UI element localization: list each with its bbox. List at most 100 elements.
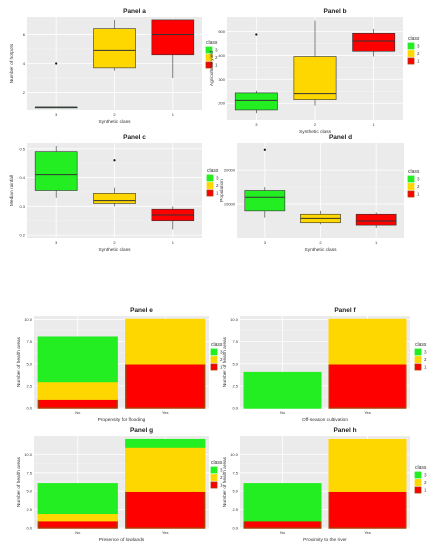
x-axis-label: Off-season cultivation [302, 417, 348, 423]
box-1 [355, 212, 397, 228]
legend-label-1: 1 [417, 59, 420, 64]
y-tick-label: 20000 [224, 168, 236, 173]
legend-label-3: 3 [417, 44, 420, 49]
legend-label-2: 2 [424, 480, 427, 485]
y-tick-label: 7.5 [26, 339, 32, 344]
y-tick-label: 0.2 [19, 233, 25, 238]
x-tick-label: 2 [314, 122, 317, 127]
x-tick-label: 3 [55, 112, 58, 117]
bar-Yes-class-1 [328, 363, 407, 409]
box-body [234, 92, 278, 111]
box-2 [93, 19, 136, 71]
x-tick-label: No [280, 530, 286, 535]
y-tick-label: 2.5 [26, 383, 32, 388]
x-tick-label: 3 [255, 122, 258, 127]
y-tick-label: 400 [218, 53, 225, 58]
legend-label-1: 1 [216, 191, 219, 196]
box-1 [151, 206, 195, 230]
x-tick-label: 3 [55, 240, 58, 245]
legend-label-2: 2 [220, 357, 223, 362]
bar-No-class-3 [243, 371, 322, 409]
bar-No-class-3 [243, 483, 322, 522]
legend-key-2 [407, 50, 415, 57]
legend-key-3 [210, 466, 218, 474]
outlier-point [255, 33, 258, 36]
bar-Yes-class-3 [125, 438, 206, 448]
bar-No-class-1 [37, 519, 118, 529]
x-tick-label: Yes [162, 410, 169, 415]
y-tick-label: 5.0 [26, 361, 32, 366]
x-tick-label: No [75, 410, 81, 415]
legend-key-3 [210, 348, 218, 356]
x-tick-label: 1 [373, 122, 376, 127]
panel-2: 200 300 400 500 3 2 1 Panel b Synthetic class Agr… [209, 8, 420, 135]
y-tick-label: 500 [218, 29, 225, 34]
y-tick-label: 5.0 [232, 489, 238, 494]
legend: class 3 2 1 [210, 342, 223, 371]
y-axis-label: Number of hotpots [9, 43, 15, 83]
legend-label-2: 2 [216, 183, 219, 188]
legend-key-2 [205, 54, 213, 61]
legend-key-3 [206, 174, 214, 182]
panel-7: 0.0 2.5 5.0 7.5 10.0 No Yes Panel g Presence of … [16, 427, 223, 543]
x-axis-label: Proximity to the river [303, 537, 347, 543]
y-axis-label: Number of health areas [16, 456, 22, 507]
legend-title: class [206, 40, 218, 46]
x-tick-label: No [75, 530, 81, 535]
box-body [93, 193, 136, 204]
y-tick-label: 2.5 [232, 383, 238, 388]
x-tick-label: 3 [264, 240, 267, 245]
panel-title: Panel a [123, 8, 146, 15]
x-axis-label: Propensity for flooding [98, 417, 146, 423]
x-tick-label: Yes [364, 530, 371, 535]
legend-key-1 [407, 57, 415, 65]
legend-key-3 [407, 42, 415, 50]
legend-key-1 [414, 486, 422, 494]
x-tick-label: No [280, 410, 286, 415]
legend-key-2 [210, 356, 218, 363]
y-tick-label: 0.5 [19, 146, 25, 151]
legend-label-3: 3 [220, 468, 223, 473]
legend-title: class [415, 465, 427, 471]
y-axis-label: Agricultural yield [209, 51, 215, 87]
panel-title: Panel d [329, 134, 352, 141]
panel-5: 0.0 2.5 5.0 7.5 10.0 No Yes Panel e Propensity f… [16, 307, 223, 423]
panel-title: Panel c [123, 134, 146, 141]
box-3 [244, 148, 286, 218]
panel-4: 10000 20000 3 2 1 Panel d Synthetic class Popul… [219, 134, 420, 253]
bar-Yes-class-1 [328, 490, 407, 529]
bar-No-class-2 [37, 380, 118, 400]
legend-title: class [408, 36, 420, 42]
box-body [293, 56, 337, 100]
legend-label-1: 1 [417, 192, 420, 197]
bar-No-class-3 [37, 336, 118, 383]
y-tick-label: 10.0 [230, 317, 239, 322]
y-tick-label: 10.0 [230, 452, 239, 457]
legend: class 3 2 1 [205, 40, 218, 69]
panel-1: 2 4 6 3 2 1 Panel a Synthetic class Number of ho… [9, 8, 218, 125]
y-tick-label: 0.0 [26, 526, 32, 531]
y-tick-label: 5.0 [232, 361, 238, 366]
x-tick-label: 2 [113, 240, 116, 245]
y-tick-label: 0.3 [19, 204, 25, 209]
panel-title: Panel f [334, 307, 356, 314]
legend-title: class [415, 342, 427, 348]
x-tick-label: 1 [375, 240, 378, 245]
y-tick-label: 4 [23, 61, 26, 66]
legend-key-3 [205, 46, 213, 54]
panel-3: 0.2 0.3 0.4 0.5 3 2 1 Panel c Synthetic class Med… [9, 134, 219, 253]
x-axis-label: Presence of lowlands [99, 537, 145, 543]
y-tick-label: 2.5 [232, 507, 238, 512]
legend-label-3: 3 [215, 48, 218, 53]
legend-label-3: 3 [424, 350, 427, 355]
panel-6: 0.0 2.5 5.0 7.5 10.0 No Yes Panel f Off-season c… [222, 307, 427, 423]
x-tick-label: 2 [319, 240, 322, 245]
y-tick-label: 0.0 [26, 406, 32, 411]
box-body [151, 19, 195, 56]
box-body [352, 32, 396, 52]
y-axis-label: Number of health areas [222, 336, 228, 387]
legend-label-3: 3 [216, 176, 219, 181]
legend: class 3 2 1 [407, 36, 420, 65]
box-body [34, 151, 78, 191]
